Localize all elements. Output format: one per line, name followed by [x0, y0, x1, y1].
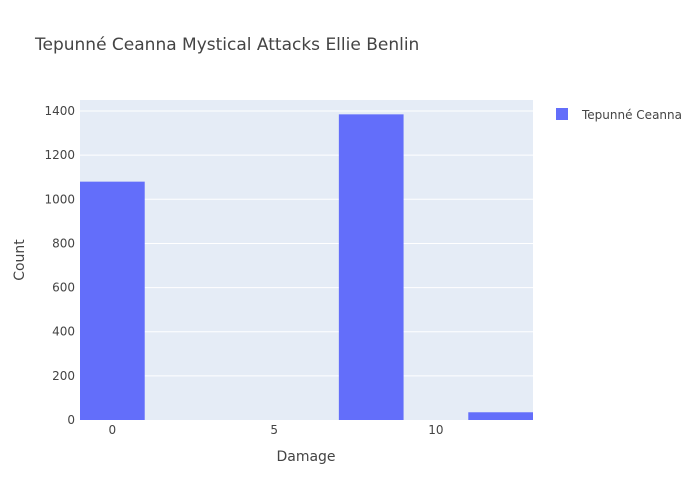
- y-tick-label: 600: [52, 281, 75, 295]
- histogram-bar[interactable]: [80, 181, 145, 420]
- y-tick-label: 400: [52, 325, 75, 339]
- x-ticks: 0 5 10: [109, 423, 444, 437]
- legend-item-label: Tepunné Ceanna: [581, 108, 682, 122]
- y-ticks: 0 200 400 600 800 1000 1200 1400: [44, 104, 75, 427]
- x-axis-label: Damage: [276, 449, 335, 465]
- y-tick-label: 0: [67, 413, 75, 427]
- y-tick-label: 800: [52, 236, 75, 250]
- x-tick-label: 5: [270, 423, 278, 437]
- legend-swatch: [556, 108, 568, 120]
- y-tick-label: 200: [52, 369, 75, 383]
- chart-title: Tepunné Ceanna Mystical Attacks Ellie Be…: [34, 35, 419, 55]
- y-axis-label: Count: [12, 239, 28, 281]
- bars: [80, 114, 533, 421]
- histogram-bar[interactable]: [338, 114, 404, 421]
- plot-area: [80, 100, 533, 420]
- y-tick-label: 1400: [44, 104, 75, 118]
- legend[interactable]: Tepunné Ceanna: [556, 108, 682, 122]
- x-tick-label: 0: [109, 423, 117, 437]
- y-tick-label: 1200: [44, 148, 75, 162]
- x-tick-label: 10: [428, 423, 443, 437]
- histogram-bar[interactable]: [468, 412, 533, 420]
- grid: [80, 110, 533, 377]
- y-tick-label: 1000: [44, 192, 75, 206]
